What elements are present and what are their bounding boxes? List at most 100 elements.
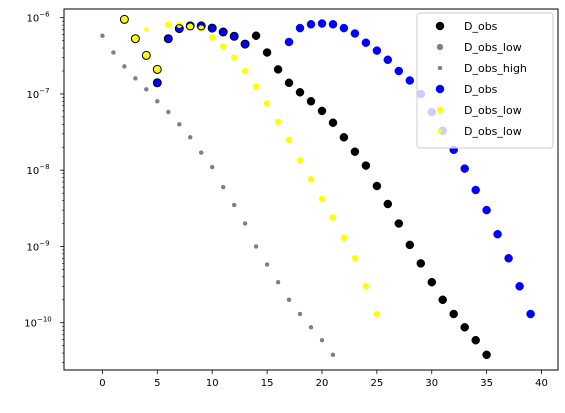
- series-0-point: [405, 240, 415, 250]
- series-4-point: [307, 176, 315, 183]
- series-2-point: [177, 122, 182, 127]
- legend-label: D_obs_low: [464, 104, 522, 117]
- legend-label: D_obs_low: [464, 41, 522, 54]
- series-4-point: [143, 52, 150, 59]
- legend-label: D_obs_high: [464, 62, 527, 75]
- series-4-point: [230, 54, 238, 61]
- series-3-point: [350, 29, 360, 38]
- series-3-point: [460, 164, 469, 173]
- overlap-outline-mark: [130, 34, 140, 44]
- overlap-outline-mark: [152, 78, 162, 88]
- chart-overlay-marks: [119, 14, 250, 88]
- series-3-point: [361, 38, 371, 47]
- series-4: [121, 16, 381, 318]
- series-4-point: [296, 157, 304, 164]
- series-3-point: [284, 37, 294, 47]
- y-axis: 10−10 10−9 10−8 10−7 10−6: [24, 11, 64, 363]
- series-3-point: [372, 46, 382, 55]
- legend-box: [416, 12, 554, 149]
- series-0-point: [427, 277, 437, 287]
- series-4-point: [274, 118, 282, 126]
- x-tick-label: 25: [370, 378, 383, 389]
- series-4-point: [197, 25, 205, 32]
- legend-marker: [435, 21, 445, 31]
- series-3-point: [405, 76, 415, 85]
- series-2-point: [286, 297, 292, 303]
- x-tick-label: 40: [535, 378, 548, 389]
- series-0-point: [394, 219, 404, 228]
- legend-label: D_obs_low: [464, 125, 522, 138]
- series-2-point: [308, 325, 314, 330]
- series-2-point: [111, 50, 116, 55]
- series-5-point: [144, 27, 149, 32]
- legend: D_obs D_obs_low D_obs_high D_obs D_obs_low D_…: [416, 12, 554, 149]
- series-3-point: [317, 19, 327, 28]
- y-tick-label: 10−10: [24, 316, 52, 330]
- series-0-point: [317, 106, 327, 116]
- legend-marker: [435, 84, 445, 94]
- series-2-point: [209, 164, 215, 170]
- x-tick-label: 30: [425, 378, 438, 389]
- series-0-point: [273, 65, 283, 74]
- x-tick-label: 35: [480, 378, 493, 389]
- series-0-point: [471, 335, 480, 345]
- series-3-point: [383, 55, 393, 65]
- series-0-point: [339, 133, 349, 142]
- x-tick-label: 5: [154, 378, 160, 389]
- y-tick-label: 10−8: [26, 163, 49, 177]
- series-2: [100, 33, 336, 358]
- series-3-point: [339, 23, 349, 33]
- series-0-point: [460, 323, 469, 332]
- series-4-point: [285, 136, 293, 144]
- series-3-point: [493, 229, 502, 239]
- series-2-point: [253, 244, 259, 249]
- series-0-point: [328, 118, 338, 127]
- series-0-point: [383, 199, 393, 209]
- series-0-point: [372, 181, 382, 191]
- series-2-point: [220, 184, 226, 190]
- series-2-point: [133, 76, 138, 81]
- series-4-point: [208, 34, 216, 41]
- chart-marks: [100, 16, 535, 360]
- series-0-point: [416, 259, 426, 268]
- overlap-outline-mark: [141, 50, 151, 60]
- series-4-point: [165, 21, 172, 28]
- series-4-point: [373, 310, 381, 318]
- series-3-point: [515, 282, 524, 291]
- series-2-point: [264, 262, 270, 267]
- plot-frame: [63, 8, 559, 371]
- overlap-outline-mark: [196, 21, 206, 31]
- series-0-point: [449, 309, 458, 319]
- overlap-outline-mark: [207, 23, 217, 33]
- legend-marker: [437, 128, 443, 134]
- series-2-point: [242, 221, 248, 226]
- overlap-outline-mark: [163, 34, 173, 44]
- series-0-point: [251, 31, 261, 40]
- series-4-point: [318, 195, 326, 203]
- series-2-point: [319, 337, 325, 343]
- y-tick-label: 10−7: [26, 87, 49, 101]
- series-4-point: [340, 234, 348, 242]
- overlap-outline-mark: [152, 64, 162, 74]
- legend-marker: [437, 65, 443, 71]
- overlap-outline-mark: [218, 27, 228, 37]
- series-3-point: [295, 23, 305, 33]
- overlap-outline-mark: [185, 21, 195, 31]
- legend-marker: [436, 106, 444, 114]
- series-2-point: [122, 64, 127, 69]
- x-tick-label: 15: [261, 378, 274, 389]
- series-0-point: [482, 350, 491, 360]
- overlap-outline-mark: [174, 24, 184, 34]
- series-2-point: [166, 109, 171, 115]
- series-2-point: [330, 352, 336, 358]
- x-axis: 0 5 10 15 20 25 30 35 40: [99, 370, 548, 389]
- series-3-point: [471, 185, 480, 195]
- series-3-point: [482, 205, 491, 215]
- series-3-point: [306, 20, 316, 29]
- x-tick-label: 0: [99, 378, 105, 389]
- series-4-point: [362, 283, 370, 290]
- series-0-point: [438, 295, 447, 305]
- legend-label: D_obs: [464, 20, 498, 33]
- series-4-point: [154, 66, 161, 73]
